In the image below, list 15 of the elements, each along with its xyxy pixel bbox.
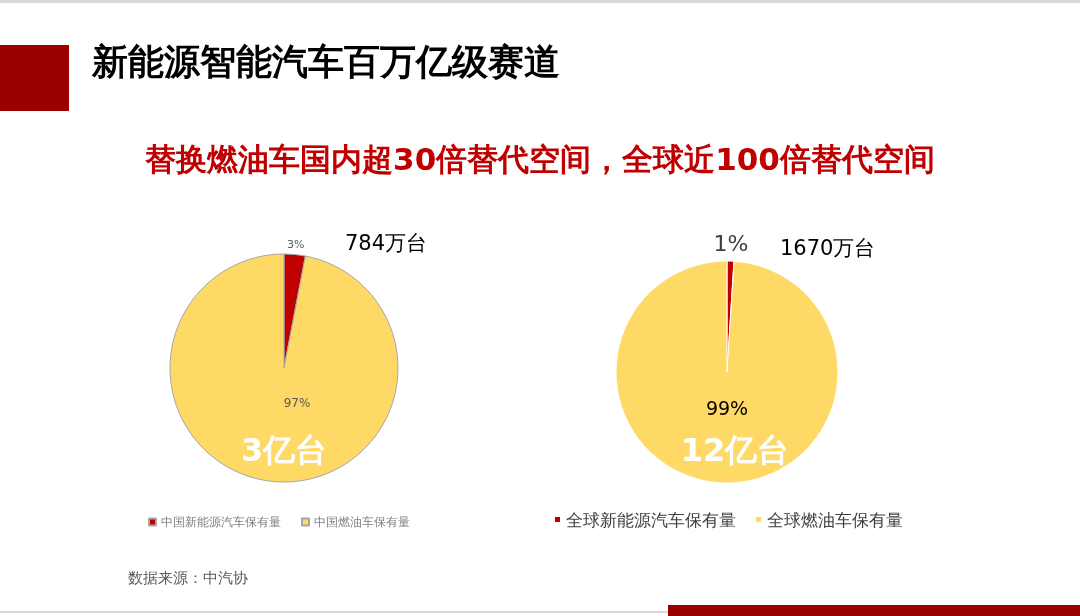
chart-title: 新能源智能汽车百万亿级赛道 — [92, 40, 560, 84]
source-note: 数据来源：中汽协 — [128, 569, 248, 587]
data-label: 3% — [286, 238, 305, 252]
data-label: 99% — [705, 397, 749, 419]
legend-label: 全球燃油车保有量 — [767, 509, 903, 530]
text: 12亿台 — [680, 431, 790, 469]
text: 替换燃油车国内超30倍替代空间，全球近100倍替代空间 — [144, 140, 936, 179]
data-label: 1% — [713, 230, 749, 256]
legend-label: 中国燃油车保有量 — [314, 515, 410, 529]
text: 784万台 — [345, 231, 428, 255]
legend-label: 全球新能源汽车保有量 — [566, 509, 736, 530]
text: 1670万台 — [780, 236, 876, 260]
text: 3亿台 — [240, 431, 328, 469]
legend-label: 中国新能源汽车保有量 — [161, 515, 281, 529]
data-label: 97% — [283, 396, 311, 410]
